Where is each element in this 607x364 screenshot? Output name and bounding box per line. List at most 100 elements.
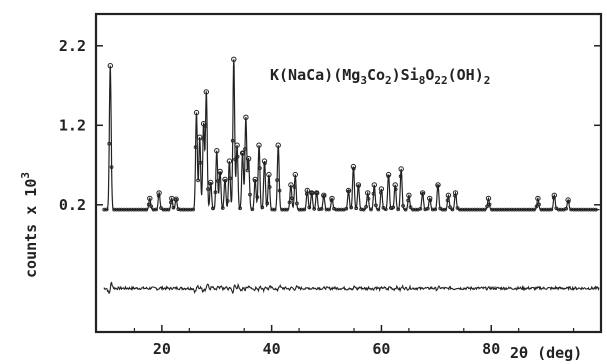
observed-point xyxy=(418,206,423,211)
observed-peak-point xyxy=(208,179,214,186)
observed-point xyxy=(255,195,260,199)
observed-peak-point xyxy=(252,176,258,183)
observed-point xyxy=(156,193,161,198)
observed-point xyxy=(166,207,171,212)
observed-point xyxy=(275,178,279,182)
observed-point xyxy=(391,205,396,210)
observed-point xyxy=(383,207,388,212)
observed-peak-point xyxy=(197,134,203,140)
observed-point xyxy=(396,207,401,212)
observed-peak-point xyxy=(217,168,223,175)
observed-point xyxy=(453,193,457,198)
observed-point xyxy=(369,207,373,212)
tick-marks xyxy=(96,45,601,332)
observed-point xyxy=(327,207,331,212)
observed-peak-point xyxy=(245,156,252,162)
observed-point xyxy=(238,206,242,211)
observed-point xyxy=(295,201,299,206)
observed-point xyxy=(532,207,536,212)
y-tick-label: 2.2 xyxy=(59,37,86,55)
y-tick-label: 1.2 xyxy=(59,116,86,134)
observed-peak-point xyxy=(551,192,557,199)
observed-point xyxy=(285,207,289,212)
observed-point xyxy=(408,205,413,209)
observed-point xyxy=(240,151,245,155)
observed-point xyxy=(381,205,386,210)
observed-point xyxy=(443,207,447,212)
observed-point xyxy=(220,206,225,210)
observed-point xyxy=(104,207,109,212)
observed-point xyxy=(267,185,272,189)
observed-peak-point xyxy=(156,190,162,196)
observed-point xyxy=(354,206,359,211)
observed-peak-point xyxy=(535,195,541,202)
observed-peak-point xyxy=(321,192,327,199)
observed-points xyxy=(102,56,598,212)
observed-point xyxy=(433,207,438,212)
observed-point xyxy=(425,206,430,211)
x-tick-labels: 20 40 60 80 xyxy=(153,340,500,358)
observed-peak-point xyxy=(565,197,571,203)
observed-point xyxy=(196,178,200,183)
observed-point xyxy=(149,204,154,209)
observed-peak-point xyxy=(371,182,377,188)
observed-peak-point xyxy=(314,190,320,196)
observed-point xyxy=(159,206,163,210)
observed-point xyxy=(107,141,112,146)
observed-point xyxy=(401,204,405,208)
observed-point xyxy=(250,207,255,212)
observed-peak-point xyxy=(292,171,298,178)
observed-point xyxy=(487,202,492,207)
observed-point xyxy=(564,206,568,211)
observed-point xyxy=(228,176,233,181)
observed-peak-point xyxy=(256,142,262,148)
observed-point xyxy=(364,204,368,209)
observed-point xyxy=(109,165,114,169)
observed-peak-point xyxy=(485,195,492,202)
observed-peak-point xyxy=(398,166,404,172)
observed-peak-point xyxy=(234,142,240,148)
observed-point xyxy=(344,206,349,211)
observed-point xyxy=(290,196,294,201)
observed-peak-point xyxy=(147,195,153,202)
difference-curve xyxy=(103,281,600,295)
observed-point xyxy=(371,191,376,196)
observed-point xyxy=(448,205,452,209)
observed-point xyxy=(265,201,270,206)
observed-point xyxy=(403,207,408,212)
observed-peak-point xyxy=(406,192,412,199)
observed-point xyxy=(213,190,218,195)
observed-point xyxy=(245,168,250,173)
observed-point xyxy=(534,204,539,209)
observed-peak-point xyxy=(385,171,392,178)
observed-point xyxy=(349,205,354,210)
plot-frame xyxy=(94,12,603,334)
observed-point xyxy=(482,207,487,212)
observed-point xyxy=(485,204,489,209)
observed-point xyxy=(211,206,215,211)
observed-peak-point xyxy=(445,192,452,199)
observed-point xyxy=(537,202,541,207)
x-axis-label: 2θ (deg) xyxy=(510,344,582,362)
x-tick-label: 60 xyxy=(372,340,390,358)
y-tick-labels: 0.2 1.2 2.2 xyxy=(59,37,86,214)
observed-peak-point xyxy=(203,89,210,95)
observed-peak-point xyxy=(435,182,441,188)
observed-point xyxy=(248,192,252,197)
observed-peak-point xyxy=(222,176,228,183)
observed-point xyxy=(171,205,176,210)
observed-peak-point xyxy=(452,190,459,196)
observed-pattern-line xyxy=(103,59,600,211)
observed-point xyxy=(307,205,312,210)
observed-point xyxy=(406,198,410,203)
x-tick-label: 20 xyxy=(153,340,171,358)
observed-point xyxy=(376,207,381,212)
x-tick-label: 80 xyxy=(482,340,500,358)
observed-point xyxy=(314,191,319,195)
observed-point xyxy=(243,147,247,151)
observed-peak-point xyxy=(173,196,179,202)
observed-peak-point xyxy=(345,187,352,194)
observed-peak-point xyxy=(288,182,294,188)
observed-peak-point xyxy=(261,158,268,164)
